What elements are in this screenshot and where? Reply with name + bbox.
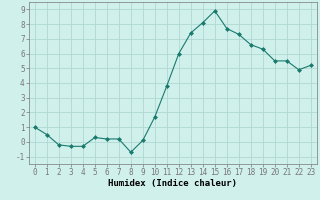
X-axis label: Humidex (Indice chaleur): Humidex (Indice chaleur) [108,179,237,188]
